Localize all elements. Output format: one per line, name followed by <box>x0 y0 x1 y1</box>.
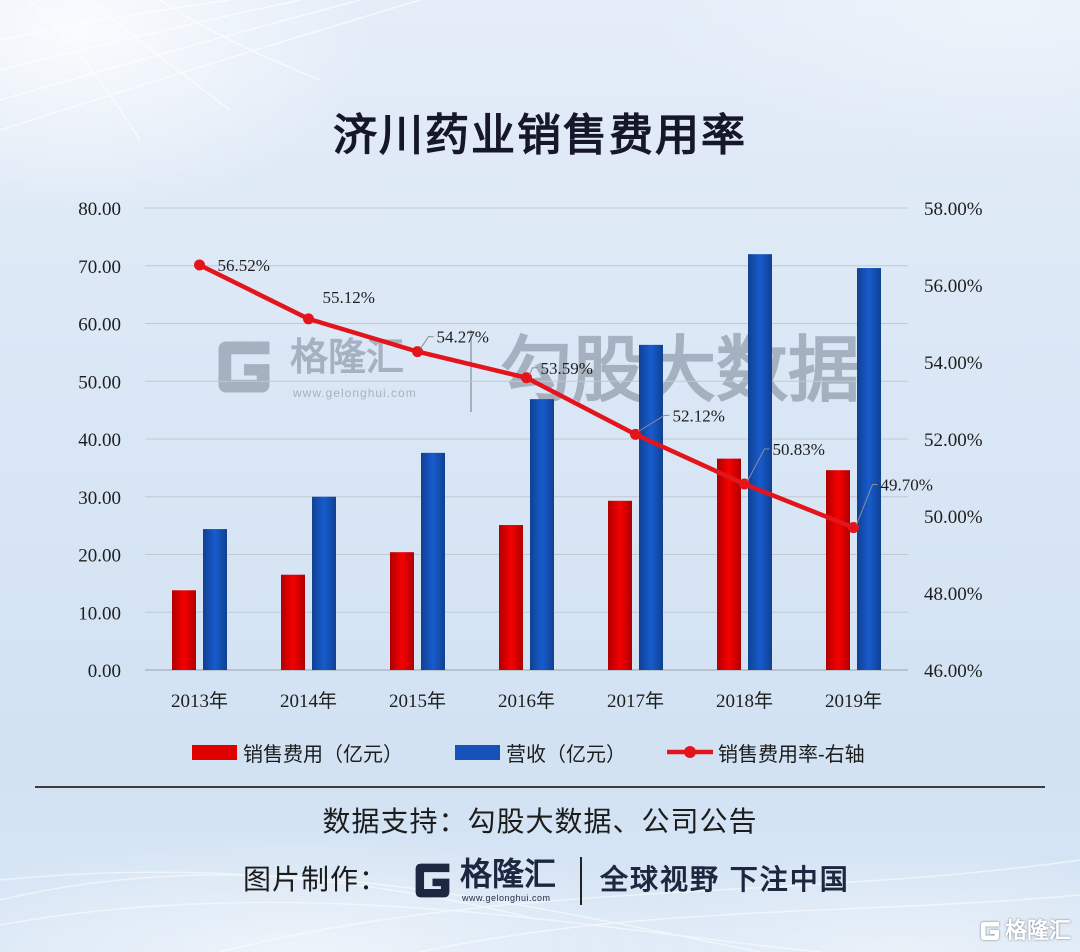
left-axis-tick-label: 50.00 <box>78 372 121 393</box>
sales-expense-bar <box>826 470 850 670</box>
left-axis-tick-label: 80.00 <box>78 199 121 220</box>
revenue-bar <box>857 268 881 670</box>
x-axis-tick-label: 2014年 <box>280 690 337 712</box>
right-axis-tick-label: 50.00% <box>924 507 983 528</box>
legend-label-sales-expense-ratio: 销售费用率-右轴 <box>718 743 865 766</box>
data-label-leader-line <box>529 367 538 375</box>
legend-swatch-sales-expense <box>192 744 237 760</box>
revenue-bar <box>421 452 445 670</box>
right-axis-tick-label: 52.00% <box>924 430 983 451</box>
corner-logo: 格隆汇 <box>978 917 1071 945</box>
legend-item-revenue: 营收（亿元） <box>455 740 626 766</box>
legend-point-mark <box>684 746 696 758</box>
data-label-leader-line <box>856 484 878 525</box>
corner-logo-brand: 格隆汇 <box>1005 918 1072 943</box>
revenue-bar <box>639 344 663 670</box>
right-axis-tick-label: 54.00% <box>924 353 983 374</box>
left-axis-tick-label: 20.00 <box>78 546 121 567</box>
sales-expense-ratio-point <box>739 478 750 490</box>
right-axis-tick-label: 48.00% <box>924 584 983 605</box>
legend-swatch-revenue <box>455 744 500 760</box>
footer-slogan: 全球视野 下注中国 <box>600 864 850 895</box>
revenue-bar <box>748 254 772 670</box>
gelonghui-g-logo-icon <box>410 858 455 903</box>
sales-expense-ratio-point <box>848 522 859 534</box>
axis-labels: 0.00 10.00 20.00 30.00 40.00 50.00 60.00 70.00 8… <box>78 199 983 712</box>
left-axis-tick-label: 60.00 <box>78 315 121 336</box>
right-axis-tick-label: 58.00% <box>924 199 983 220</box>
sales-expense-ratio-label: 55.12% <box>323 288 375 307</box>
revenue-bar <box>530 399 554 670</box>
left-axis-tick-label: 0.00 <box>88 661 121 682</box>
sales-expense-bar <box>390 552 414 670</box>
credit-divider <box>580 857 582 905</box>
sales-expense-ratio-point <box>194 259 205 271</box>
watermark: 格隆汇 www.gelonghui.com 勾股大数据 <box>208 330 878 412</box>
data-label-leader-line <box>747 448 770 482</box>
sales-expense-ratio-point <box>630 428 641 440</box>
gridlines <box>145 207 908 671</box>
sales-expense-bar <box>172 590 196 670</box>
left-axis-tick-label: 40.00 <box>78 430 121 451</box>
data-label-leader-line <box>420 336 434 349</box>
footer-brand: 格隆汇 <box>460 856 557 892</box>
x-axis-tick-label: 2015年 <box>389 690 446 712</box>
legend-label-sales-expense: 销售费用（亿元） <box>243 743 403 766</box>
watermark-url: www.gelonghui.com <box>293 386 417 400</box>
sales-expense-ratio-label: 49.70% <box>881 476 933 495</box>
left-axis-tick-label: 10.00 <box>78 603 121 624</box>
sales-expense-bar <box>281 574 305 670</box>
legend-swatch-sales-expense-ratio <box>667 746 713 758</box>
gelonghui-g-logo-icon <box>978 919 1002 943</box>
chart-title: 济川药业销售费用率 <box>333 111 747 160</box>
x-axis-tick-label: 2017年 <box>607 690 664 712</box>
data-label-leader-line <box>638 414 670 432</box>
sales-expense-bar <box>608 500 632 670</box>
sales-expense-ratio-label: 50.83% <box>773 440 825 459</box>
x-axis-tick-label: 2018年 <box>716 690 773 712</box>
revenue-bar <box>312 496 336 670</box>
data-labels: 56.52% 55.12% 54.27% 53.59% 52.12% 50.83% 49.7… <box>218 256 933 525</box>
legend-item-sales-expense: 销售费用（亿元） <box>192 740 403 766</box>
x-axis-tick-label: 2013年 <box>171 690 228 712</box>
left-axis-tick-label: 70.00 <box>78 257 121 278</box>
data-source: 数据支持：勾股大数据、公司公告 <box>322 806 758 837</box>
credit-label: 图片制作： <box>243 864 389 895</box>
combo-chart: 56.52% 55.12% 54.27% 53.59% 52.12% 50.83% 49.7… <box>78 199 983 712</box>
x-axis-tick-label: 2019年 <box>825 690 882 712</box>
bars <box>172 254 881 670</box>
right-axis-tick-label: 46.00% <box>924 661 983 682</box>
watermark-divider <box>470 330 472 412</box>
right-axis-tick-label: 56.00% <box>924 276 983 297</box>
sales-expense-ratio-label: 52.12% <box>673 406 725 425</box>
sales-expense-ratio-label: 56.52% <box>218 256 270 275</box>
sales-expense-bar <box>499 525 523 670</box>
legend-item-sales-expense-ratio: 销售费用率-右轴 <box>667 740 865 766</box>
sales-expense-ratio-point <box>412 346 423 358</box>
sales-expense-ratio-point <box>521 372 532 384</box>
ratio-line-series <box>194 259 859 534</box>
sales-expense-bar <box>717 458 741 670</box>
sales-expense-ratio-label: 54.27% <box>437 328 489 347</box>
footer-url: www.gelonghui.com <box>462 893 551 903</box>
revenue-bar <box>203 529 227 670</box>
sales-expense-ratio-point <box>303 313 314 325</box>
footer-divider <box>35 786 1045 788</box>
sales-expense-ratio-label: 53.59% <box>541 359 593 378</box>
left-axis-tick-label: 30.00 <box>78 488 121 509</box>
x-axis-tick-label: 2016年 <box>498 690 555 712</box>
legend-label-revenue: 营收（亿元） <box>506 743 626 766</box>
